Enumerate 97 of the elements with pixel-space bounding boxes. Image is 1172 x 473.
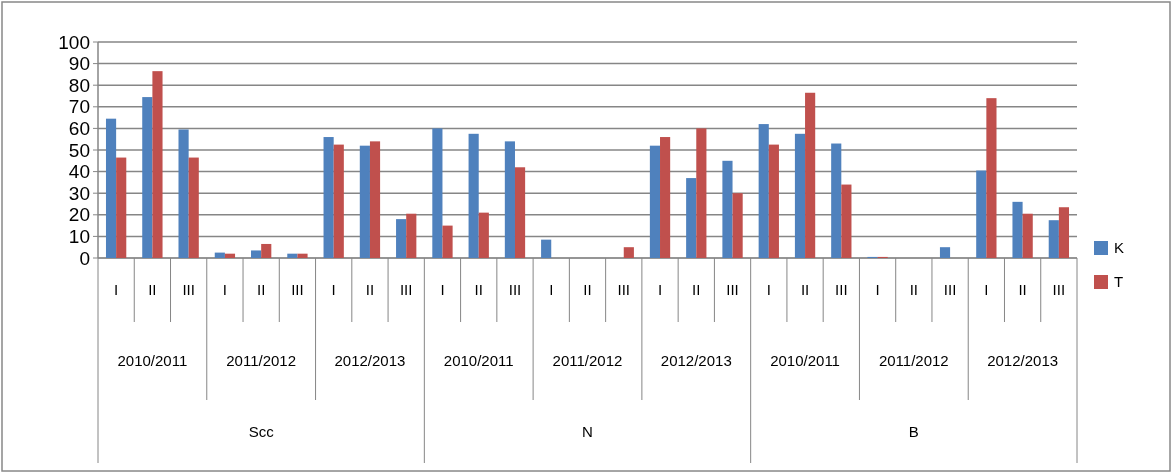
x-tick-label: III <box>182 281 195 299</box>
x-tick-label: I <box>766 281 771 299</box>
bar <box>722 160 733 258</box>
bar <box>768 144 779 258</box>
text: 2010/2011 <box>443 352 514 370</box>
x-tick-label: I <box>222 281 227 299</box>
bar <box>105 118 117 258</box>
x-tick-label: III <box>291 281 304 299</box>
bar <box>541 239 552 258</box>
bar <box>359 145 370 258</box>
bar <box>660 137 671 258</box>
y-tick-label: 40 <box>68 161 90 183</box>
bar <box>623 247 634 258</box>
bar <box>406 213 417 258</box>
bar <box>323 137 334 258</box>
y-tick-label: 80 <box>68 74 90 96</box>
x-tick-label: I <box>440 281 445 299</box>
y-tick-label: 60 <box>68 118 90 140</box>
bar <box>468 133 479 258</box>
bar <box>805 92 816 258</box>
bar <box>369 141 381 258</box>
bar <box>1048 220 1059 258</box>
y-tick-label: 90 <box>68 53 90 75</box>
text: 2010/2011 <box>117 352 188 370</box>
x-tick-label: I <box>984 281 989 299</box>
text: 2011/2012 <box>226 352 297 370</box>
text: 2011/2012 <box>552 352 623 370</box>
bar <box>514 167 526 258</box>
x-tick-label: II <box>800 281 810 299</box>
x-tick-label: I <box>331 281 336 299</box>
bar <box>261 243 272 258</box>
bar <box>224 253 236 258</box>
text: 2012/2013 <box>660 352 732 370</box>
bar <box>696 128 707 258</box>
bar <box>251 250 262 258</box>
x-tick-label: I <box>549 281 554 299</box>
bar <box>732 193 743 258</box>
bar <box>976 170 987 258</box>
x-tick-label: III <box>399 281 413 299</box>
y-tick-label: 100 <box>58 31 90 53</box>
bar <box>188 157 199 258</box>
y-tick-label: 20 <box>68 204 90 226</box>
x-tick-label: II <box>256 281 266 299</box>
bar <box>178 129 189 258</box>
legend-label: K <box>1114 239 1125 257</box>
text: B <box>908 422 919 440</box>
y-tick-label: 10 <box>68 226 90 248</box>
bar <box>116 157 127 258</box>
x-tick-label: II <box>909 281 919 299</box>
bar <box>297 253 308 258</box>
x-tick-label: II <box>1018 281 1027 299</box>
x-tick-label: II <box>583 281 592 299</box>
bar <box>649 145 661 258</box>
y-tick-label: 70 <box>68 96 90 118</box>
bar <box>939 247 951 258</box>
bar <box>442 225 453 258</box>
x-tick-label: I <box>657 281 663 299</box>
x-tick-label: II <box>365 281 375 299</box>
text: 2012/2013 <box>334 352 406 370</box>
text: 2010/2011 <box>770 352 840 370</box>
y-tick-label: 50 <box>68 139 90 161</box>
bar <box>478 212 489 258</box>
bar <box>333 144 344 258</box>
bar <box>396 219 407 258</box>
y-tick-label: 30 <box>68 182 90 204</box>
bar <box>287 253 298 258</box>
bar <box>758 124 769 258</box>
bar <box>214 252 225 258</box>
bar <box>432 128 443 258</box>
x-tick-label: I <box>114 281 119 299</box>
text: Scc <box>248 422 275 440</box>
x-tick-label: II <box>474 281 483 299</box>
x-tick-label: II <box>148 281 157 299</box>
bar <box>152 71 163 258</box>
x-tick-label: II <box>692 281 701 299</box>
y-tick-label: 0 <box>79 247 90 269</box>
x-tick-label: I <box>875 281 880 299</box>
x-tick-label: III <box>726 281 739 299</box>
bar <box>841 184 852 258</box>
bar <box>504 141 515 258</box>
bar <box>831 143 842 258</box>
bar <box>142 97 153 258</box>
bar <box>1058 207 1070 258</box>
x-tick-label: III <box>835 281 848 299</box>
text: N <box>582 422 593 440</box>
text: 2011/2012 <box>878 352 949 370</box>
bar <box>1012 201 1023 258</box>
bar <box>986 98 997 258</box>
bar <box>686 178 697 258</box>
text: 2012/2013 <box>987 352 1059 370</box>
bar <box>794 133 806 258</box>
x-tick-label: III <box>617 281 631 299</box>
bar <box>1022 213 1033 258</box>
x-tick-label: III <box>943 281 957 299</box>
legend-label: T <box>1114 273 1124 291</box>
x-tick-label: III <box>508 281 522 299</box>
x-tick-label: III <box>1052 281 1066 299</box>
